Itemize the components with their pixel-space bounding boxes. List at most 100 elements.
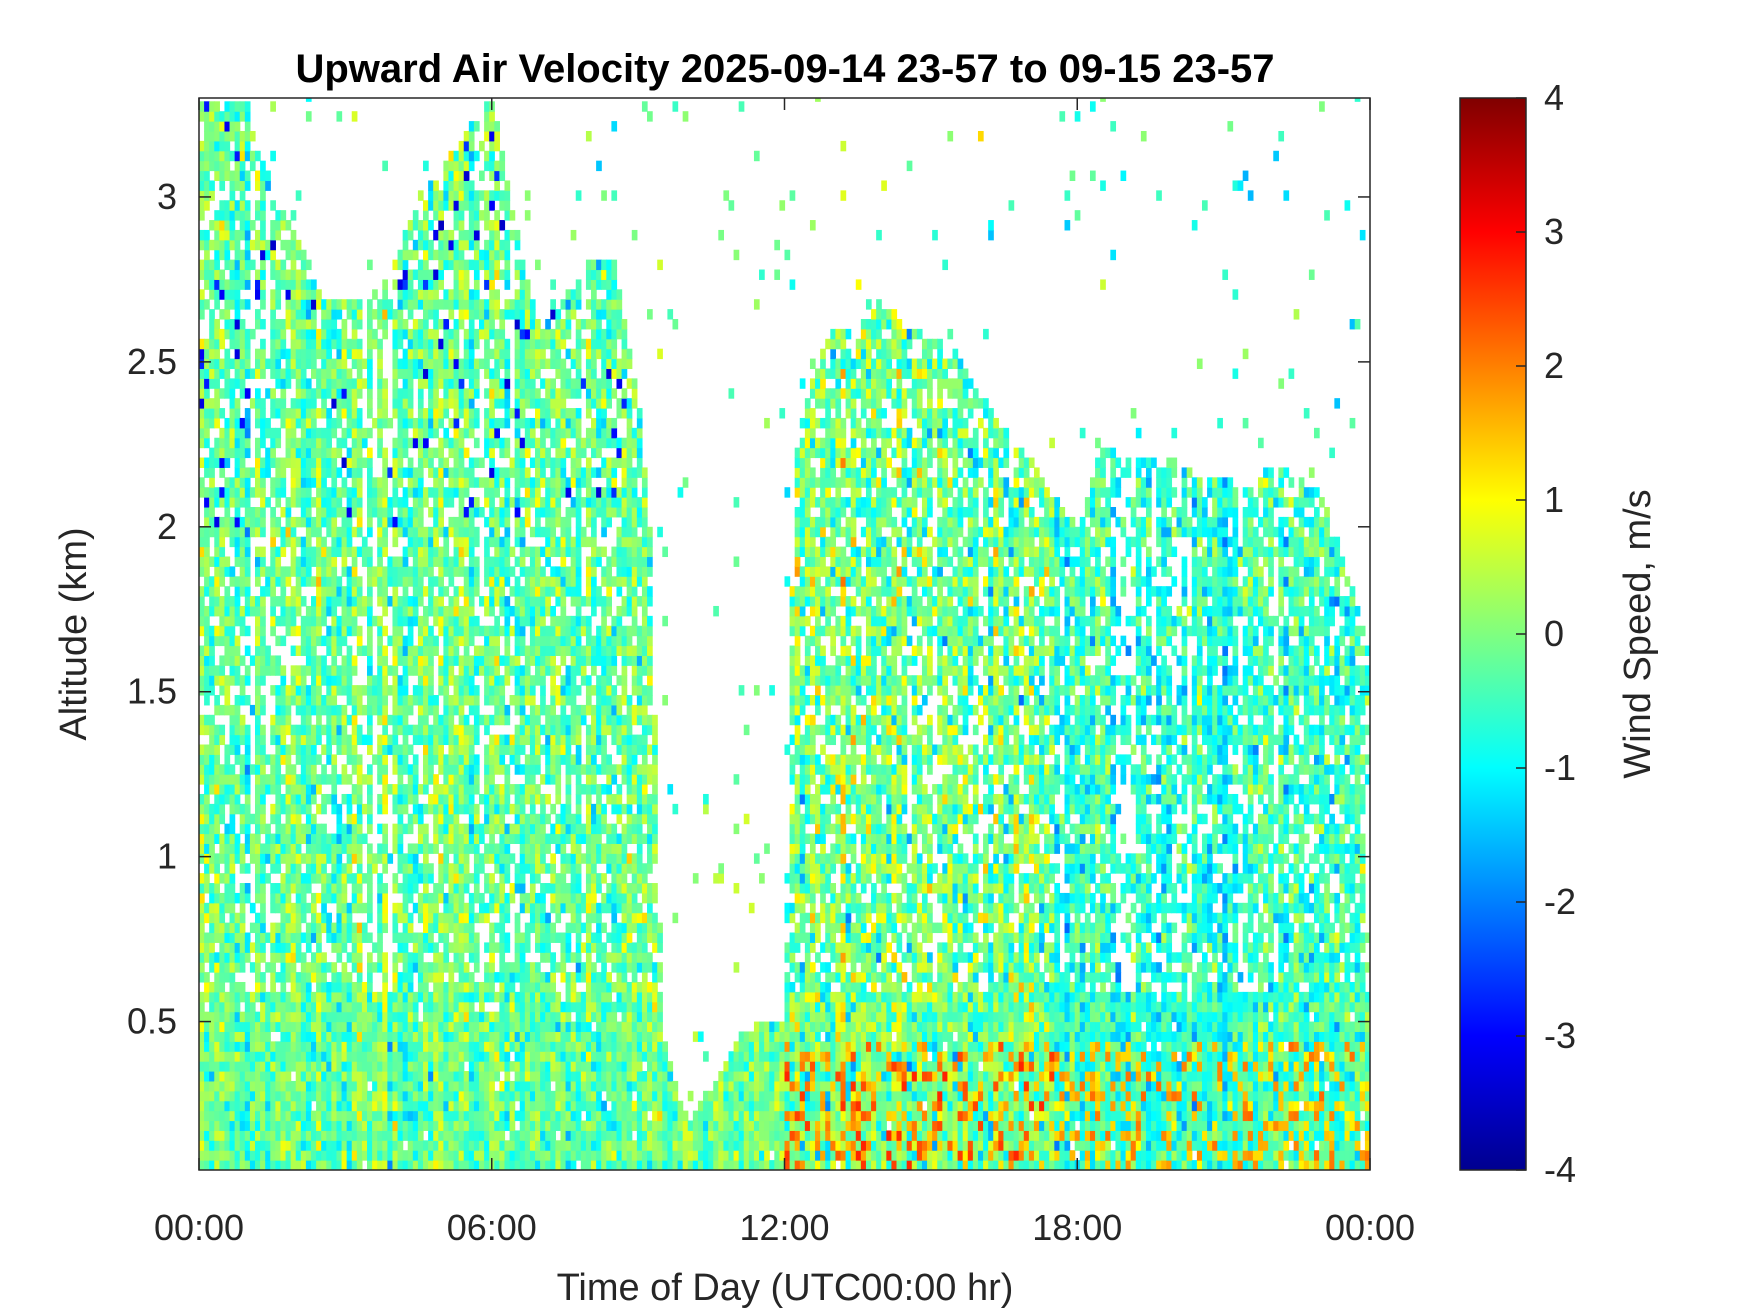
heatmap-cell xyxy=(387,734,394,746)
heatmap-cell xyxy=(392,1021,399,1033)
heatmap-cell xyxy=(377,348,383,360)
heatmap-cell xyxy=(468,259,475,271)
heatmap-cell xyxy=(209,417,215,429)
heatmap-cell xyxy=(275,823,282,835)
heatmap-cell xyxy=(341,328,348,340)
heatmap-cell xyxy=(453,437,460,449)
heatmap-cell xyxy=(504,1011,511,1023)
heatmap-cell xyxy=(489,408,495,419)
heatmap-cell xyxy=(326,1090,332,1102)
heatmap-cell xyxy=(255,1150,261,1161)
heatmap-cell xyxy=(407,635,414,647)
heatmap-cell xyxy=(260,1090,266,1102)
heatmap-cell xyxy=(438,566,444,577)
heatmap-cell xyxy=(321,1011,327,1023)
heatmap-cell xyxy=(214,160,220,172)
heatmap-cell xyxy=(448,239,455,251)
heatmap-cell xyxy=(275,833,282,844)
heatmap-cell xyxy=(433,467,439,478)
heatmap-cell xyxy=(214,873,220,884)
heatmap-cell xyxy=(494,1011,500,1023)
heatmap-cell xyxy=(244,328,251,340)
heatmap-cell xyxy=(484,190,490,201)
heatmap-cell xyxy=(479,1001,485,1013)
heatmap-cell xyxy=(402,942,409,953)
heatmap-cell xyxy=(448,843,455,854)
heatmap-cell xyxy=(392,1140,399,1151)
heatmap-cell xyxy=(326,338,332,350)
heatmap-cell xyxy=(326,467,332,478)
heatmap-cell xyxy=(275,437,282,449)
heatmap-cell xyxy=(300,249,307,261)
heatmap-cell xyxy=(219,833,226,844)
heatmap-cell xyxy=(316,665,322,676)
heatmap-cell xyxy=(438,744,444,755)
heatmap-cell xyxy=(372,497,378,508)
heatmap-cell xyxy=(443,1071,450,1082)
heatmap-cell xyxy=(433,635,439,647)
heatmap-cell xyxy=(270,1041,276,1052)
heatmap-cell xyxy=(433,1031,439,1042)
heatmap-cell xyxy=(499,1090,506,1102)
heatmap-cell xyxy=(260,546,266,558)
heatmap-cell xyxy=(295,338,302,350)
heatmap-cell xyxy=(484,210,490,221)
heatmap-cell xyxy=(204,348,210,360)
heatmap-cell xyxy=(433,1120,439,1131)
heatmap-cell xyxy=(438,665,444,676)
heatmap-cell xyxy=(285,1140,292,1151)
heatmap-cell xyxy=(331,378,338,389)
heatmap-cell xyxy=(219,655,226,666)
heatmap-cell xyxy=(234,368,241,379)
heatmap-cell xyxy=(494,477,500,488)
heatmap-cell xyxy=(199,665,205,676)
heatmap-cell xyxy=(331,665,338,676)
heatmap-cell xyxy=(255,645,261,656)
heatmap-cell xyxy=(453,942,460,953)
heatmap-cell xyxy=(367,516,373,528)
heatmap-cell xyxy=(285,1100,292,1112)
heatmap-cell xyxy=(295,774,302,785)
heatmap-cell xyxy=(224,645,231,656)
heatmap-cell xyxy=(239,170,246,182)
heatmap-cell xyxy=(514,813,521,825)
heatmap-cell xyxy=(326,596,332,607)
heatmap-cell xyxy=(239,497,246,508)
heatmap-cell xyxy=(234,615,241,627)
heatmap-cell xyxy=(224,417,231,429)
heatmap-cell xyxy=(499,160,506,172)
heatmap-cell xyxy=(290,229,297,241)
heatmap-cell xyxy=(443,922,450,934)
heatmap-cell xyxy=(214,972,220,983)
heatmap-cell xyxy=(433,388,439,399)
heatmap-cell xyxy=(305,1100,312,1112)
heatmap-cell xyxy=(438,596,444,607)
heatmap-cell xyxy=(433,1061,439,1072)
heatmap-cell xyxy=(336,586,343,597)
heatmap-cell xyxy=(260,744,266,755)
heatmap-cell xyxy=(346,902,353,914)
heatmap-cell xyxy=(341,981,348,993)
heatmap-cell xyxy=(423,318,429,330)
heatmap-cell xyxy=(473,200,480,211)
heatmap-cell xyxy=(412,952,419,963)
heatmap-cell xyxy=(438,348,444,360)
heatmap-cell xyxy=(428,398,434,409)
heatmap-cell xyxy=(249,922,256,934)
heatmap-cell xyxy=(509,1061,516,1072)
heatmap-cell xyxy=(280,744,287,755)
heatmap-cell xyxy=(280,467,287,478)
heatmap-cell xyxy=(361,873,368,884)
heatmap-cell xyxy=(199,813,205,825)
heatmap-cell xyxy=(249,991,256,1003)
heatmap-cell xyxy=(280,1080,287,1092)
heatmap-cell xyxy=(514,793,521,805)
heatmap-cell xyxy=(214,318,220,330)
heatmap-cell xyxy=(479,1031,485,1042)
heatmap-cell xyxy=(280,239,287,251)
heatmap-cell xyxy=(412,497,419,508)
heatmap-cell xyxy=(346,774,353,785)
heatmap-cell xyxy=(438,714,444,726)
heatmap-cell xyxy=(270,724,276,736)
heatmap-cell xyxy=(305,279,312,290)
